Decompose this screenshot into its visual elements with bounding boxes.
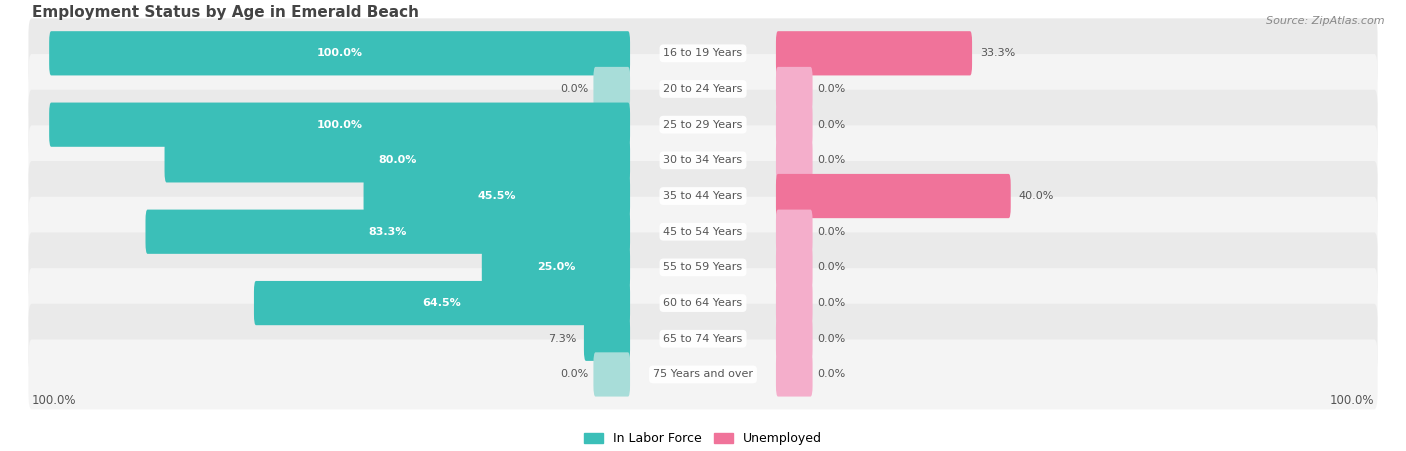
Text: 40.0%: 40.0% — [1018, 191, 1054, 201]
Text: 64.5%: 64.5% — [423, 298, 461, 308]
FancyBboxPatch shape — [776, 102, 813, 147]
FancyBboxPatch shape — [254, 281, 630, 325]
Text: 0.0%: 0.0% — [817, 298, 845, 308]
Text: 0.0%: 0.0% — [817, 120, 845, 130]
Text: 60 to 64 Years: 60 to 64 Years — [664, 298, 742, 308]
Text: 0.0%: 0.0% — [817, 369, 845, 379]
Text: 0.0%: 0.0% — [561, 84, 589, 94]
Text: 0.0%: 0.0% — [817, 84, 845, 94]
Text: 100.0%: 100.0% — [1330, 394, 1375, 407]
FancyBboxPatch shape — [145, 210, 630, 254]
Text: 0.0%: 0.0% — [817, 262, 845, 272]
FancyBboxPatch shape — [165, 138, 630, 183]
Text: 0.0%: 0.0% — [817, 334, 845, 344]
FancyBboxPatch shape — [28, 268, 1378, 338]
Text: Source: ZipAtlas.com: Source: ZipAtlas.com — [1267, 16, 1385, 26]
Text: 55 to 59 Years: 55 to 59 Years — [664, 262, 742, 272]
Text: 65 to 74 Years: 65 to 74 Years — [664, 334, 742, 344]
FancyBboxPatch shape — [482, 245, 630, 290]
Text: 75 Years and over: 75 Years and over — [652, 369, 754, 379]
Text: 100.0%: 100.0% — [316, 120, 363, 130]
FancyBboxPatch shape — [49, 102, 630, 147]
Text: 83.3%: 83.3% — [368, 227, 406, 237]
Text: 30 to 34 Years: 30 to 34 Years — [664, 155, 742, 166]
Text: 45 to 54 Years: 45 to 54 Years — [664, 227, 742, 237]
Text: 25 to 29 Years: 25 to 29 Years — [664, 120, 742, 130]
FancyBboxPatch shape — [776, 67, 813, 111]
Text: 20 to 24 Years: 20 to 24 Years — [664, 84, 742, 94]
FancyBboxPatch shape — [28, 197, 1378, 267]
FancyBboxPatch shape — [583, 317, 630, 361]
Text: 16 to 19 Years: 16 to 19 Years — [664, 48, 742, 58]
Text: 100.0%: 100.0% — [316, 48, 363, 58]
FancyBboxPatch shape — [28, 161, 1378, 231]
FancyBboxPatch shape — [776, 317, 813, 361]
FancyBboxPatch shape — [776, 31, 972, 75]
Text: 0.0%: 0.0% — [817, 155, 845, 166]
FancyBboxPatch shape — [776, 352, 813, 396]
Text: 0.0%: 0.0% — [561, 369, 589, 379]
FancyBboxPatch shape — [776, 210, 813, 254]
FancyBboxPatch shape — [776, 138, 813, 183]
FancyBboxPatch shape — [776, 174, 1011, 218]
FancyBboxPatch shape — [28, 304, 1378, 374]
FancyBboxPatch shape — [364, 174, 630, 218]
FancyBboxPatch shape — [28, 90, 1378, 160]
FancyBboxPatch shape — [776, 245, 813, 290]
FancyBboxPatch shape — [28, 340, 1378, 410]
Text: 7.3%: 7.3% — [548, 334, 576, 344]
FancyBboxPatch shape — [28, 232, 1378, 302]
FancyBboxPatch shape — [593, 352, 630, 396]
Text: 45.5%: 45.5% — [478, 191, 516, 201]
Text: Employment Status by Age in Emerald Beach: Employment Status by Age in Emerald Beac… — [31, 5, 419, 20]
FancyBboxPatch shape — [28, 18, 1378, 88]
FancyBboxPatch shape — [776, 281, 813, 325]
Text: 100.0%: 100.0% — [31, 394, 76, 407]
FancyBboxPatch shape — [49, 31, 630, 75]
Text: 0.0%: 0.0% — [817, 227, 845, 237]
Text: 25.0%: 25.0% — [537, 262, 575, 272]
FancyBboxPatch shape — [593, 67, 630, 111]
Text: 33.3%: 33.3% — [980, 48, 1015, 58]
Legend: In Labor Force, Unemployed: In Labor Force, Unemployed — [579, 428, 827, 451]
Text: 35 to 44 Years: 35 to 44 Years — [664, 191, 742, 201]
Text: 80.0%: 80.0% — [378, 155, 416, 166]
FancyBboxPatch shape — [28, 125, 1378, 195]
FancyBboxPatch shape — [28, 54, 1378, 124]
